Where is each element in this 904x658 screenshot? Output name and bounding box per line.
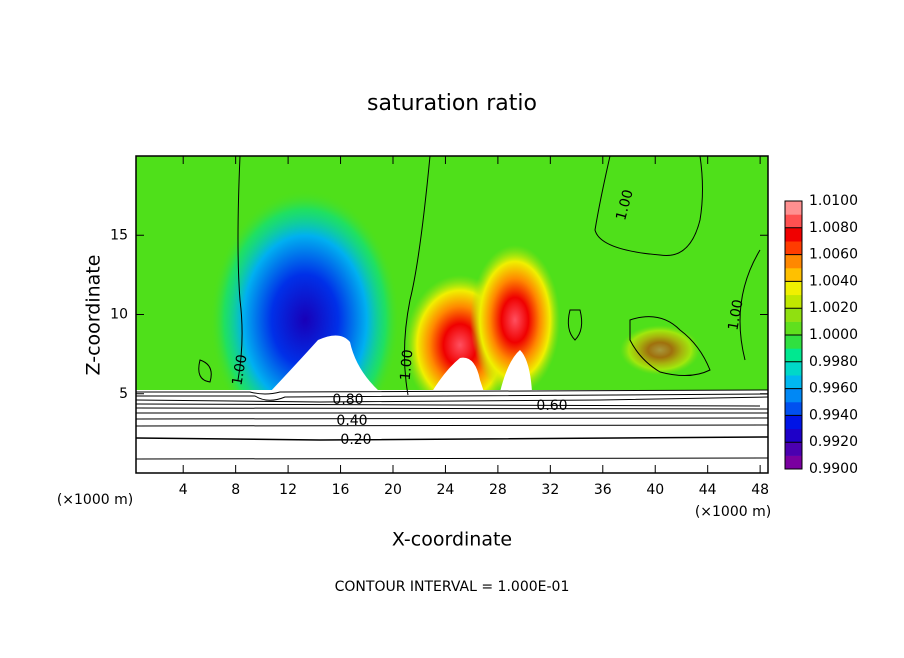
colorbar-tick-label: 1.0060 bbox=[809, 247, 858, 263]
colorbar-tick-label: 0.9900 bbox=[809, 461, 858, 477]
colorbar-band bbox=[785, 201, 802, 215]
footnote: CONTOUR INTERVAL = 1.000E-01 bbox=[335, 579, 570, 595]
colorbar-band bbox=[785, 254, 802, 269]
colorbar-tick-label: 1.0040 bbox=[809, 273, 858, 289]
x-unit-label: (×1000 m) bbox=[57, 492, 133, 508]
colorbar-band bbox=[785, 214, 802, 229]
y-tick-label: 5 bbox=[119, 386, 128, 402]
x-tick-label: 12 bbox=[279, 482, 297, 498]
x-unit-label: (×1000 m) bbox=[695, 504, 771, 520]
colorbar-band bbox=[785, 415, 802, 430]
colorbar-band bbox=[785, 281, 802, 296]
colorbar-band bbox=[785, 308, 802, 322]
contour-label: 1.00 bbox=[725, 298, 746, 331]
contour-label: 1.00 bbox=[398, 349, 417, 381]
contour-label: 0.40 bbox=[336, 413, 367, 429]
colorbar-tick-label: 0.9980 bbox=[809, 354, 858, 370]
x-tick-label: 24 bbox=[437, 482, 455, 498]
colorbar-band bbox=[785, 321, 802, 336]
x-tick-label: 28 bbox=[489, 482, 507, 498]
colorbar-tick-label: 0.9960 bbox=[809, 381, 858, 397]
colorbar-band bbox=[785, 348, 802, 363]
x-tick-label: 4 bbox=[179, 482, 188, 498]
chart-title: saturation ratio bbox=[367, 91, 537, 116]
colorbar-tick-label: 1.0080 bbox=[809, 220, 858, 236]
colorbar-tick-label: 1.0100 bbox=[809, 193, 858, 209]
colorbar-tick-label: 0.9920 bbox=[809, 434, 858, 450]
colorbar-band bbox=[785, 241, 802, 255]
colorbar-band bbox=[785, 227, 802, 242]
colorbar-band bbox=[785, 428, 802, 443]
x-tick-label: 20 bbox=[384, 482, 402, 498]
x-tick-label: 36 bbox=[594, 482, 612, 498]
colorbar-band bbox=[785, 442, 802, 456]
colorbar-band bbox=[785, 361, 802, 376]
contour-field bbox=[136, 156, 768, 473]
y-axis-label: Z-coordinate bbox=[83, 255, 105, 376]
colorbar-band bbox=[785, 335, 802, 349]
x-tick-label: 16 bbox=[332, 482, 350, 498]
colorbar-band bbox=[785, 375, 802, 389]
y-tick-label: 15 bbox=[110, 227, 128, 243]
x-axis-label: X-coordinate bbox=[392, 529, 512, 551]
contour-label: 0.60 bbox=[536, 398, 567, 414]
x-tick-label: 8 bbox=[231, 482, 240, 498]
colorbar-band bbox=[785, 455, 802, 470]
colorbar-tick-label: 0.9940 bbox=[809, 407, 858, 423]
colorbar-band bbox=[785, 402, 802, 416]
contour-label: 0.80 bbox=[332, 392, 363, 408]
x-tick-label: 40 bbox=[646, 482, 664, 498]
x-tick-label: 48 bbox=[751, 482, 769, 498]
colorbar-band bbox=[785, 268, 802, 282]
contour-label: 1.00 bbox=[613, 188, 637, 222]
colorbar-band bbox=[785, 388, 802, 403]
contour-label: 0.20 bbox=[340, 432, 371, 448]
colorbar-band bbox=[785, 294, 802, 309]
x-tick-label: 32 bbox=[541, 482, 559, 498]
contour-label: 1.00 bbox=[229, 353, 250, 386]
colorbar-tick-label: 1.0000 bbox=[809, 327, 858, 343]
y-tick-label: 10 bbox=[110, 307, 128, 323]
colorbar-tick-label: 1.0020 bbox=[809, 300, 858, 316]
x-tick-label: 44 bbox=[699, 482, 717, 498]
